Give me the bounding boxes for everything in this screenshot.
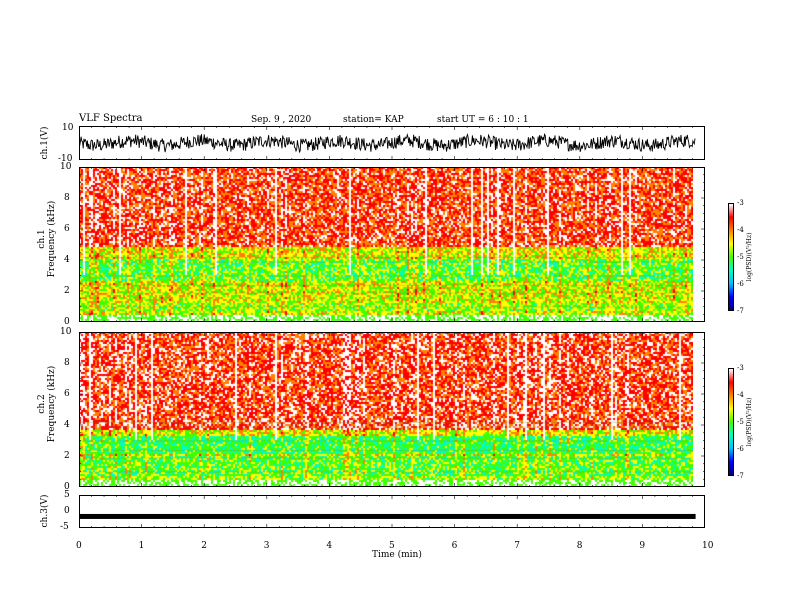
- x-tick-7: 7: [514, 541, 520, 551]
- ch1-cbar-tick-m3: -3: [737, 199, 744, 207]
- ch1-waveform-line: [79, 132, 696, 154]
- start-time-label: start UT = 6 : 10 : 1: [437, 115, 529, 125]
- x-tick-8: 8: [576, 541, 583, 551]
- x-tick-1: 1: [138, 541, 145, 551]
- ch1-waveform-plot: [79, 126, 705, 160]
- ch3-ytick-5: 5: [64, 490, 70, 500]
- ch1-ytick-8: 8: [64, 193, 70, 203]
- ch3-ylabel: ch.3(V): [40, 494, 50, 528]
- ch2-ytick-2: 2: [64, 451, 70, 461]
- x-tick-0: 0: [76, 541, 82, 551]
- figure-title: VLF Spectra: [79, 113, 143, 124]
- ch1-cbar-tick-m6: -6: [737, 280, 744, 288]
- ch2-ytick-8: 8: [64, 358, 70, 368]
- ch3-waveform-plot: [79, 495, 705, 528]
- ch1-ytick-0: 0: [64, 317, 70, 327]
- ch1-spectrogram-ticks: [79, 167, 705, 322]
- ch2-ytick-6: 6: [64, 389, 70, 399]
- station-label: station= KAP: [343, 115, 404, 125]
- x-tick-3: 3: [263, 541, 270, 551]
- x-tick-9: 9: [639, 541, 646, 551]
- ch2-ytick-10: 10: [60, 327, 72, 337]
- ch3-ytick-m5: -5: [60, 522, 69, 532]
- ch2-colorbar: [728, 368, 734, 476]
- ch2-cbar-tick-m4: -4: [737, 391, 744, 399]
- ch2-spectrogram-image: [79, 332, 693, 487]
- x-tick-4: 4: [326, 541, 333, 551]
- ch1-colorbar: [728, 203, 734, 311]
- ch2-cbar-tick-m6: -6: [737, 445, 744, 453]
- date-label: Sep. 9 , 2020: [251, 115, 312, 125]
- ch1-ytick-4: 4: [64, 255, 70, 265]
- x-tick-10: 10: [702, 541, 714, 551]
- ch2-spec-ylabel-1: ch.2: [37, 394, 47, 414]
- ch1-spec-ylabel-1: ch.1: [37, 229, 47, 249]
- ch2-cbar-tick-m3: -3: [737, 364, 744, 372]
- ch1-cbar-tick-m7: -7: [737, 307, 744, 315]
- ch1-cbar-tick-m5: -5: [737, 253, 744, 261]
- x-axis-label: Time (min): [372, 550, 422, 560]
- ch2-spec-ylabel-2: Frequency (kHz): [47, 365, 57, 443]
- ch3-ytick-0: 0: [64, 506, 70, 516]
- ch2-cbar-tick-m5: -5: [737, 418, 744, 426]
- ch1-spectrogram-image: [79, 167, 693, 322]
- ch2-ytick-4: 4: [64, 420, 70, 430]
- ch1-ytick-2: 2: [64, 286, 70, 296]
- ch2-spectrogram-ticks: [79, 332, 705, 487]
- x-tick-6: 6: [451, 541, 458, 551]
- ch1-ytick-10: 10: [60, 162, 72, 172]
- x-tick-2: 2: [201, 541, 207, 551]
- ch1-ytick-6: 6: [64, 224, 70, 234]
- ch1-cbar-label: log(PSD)(V²/Hz): [746, 232, 753, 282]
- ch3-waveform-line: [79, 513, 696, 519]
- ch2-cbar-label: log(PSD)(V²/Hz): [746, 397, 753, 447]
- ch2-ytick-0: 0: [64, 482, 70, 492]
- ch1-cbar-tick-m4: -4: [737, 226, 744, 234]
- ch1-spec-ylabel-2: Frequency (kHz): [47, 200, 57, 278]
- ch1-wave-ytick-top: 10: [62, 123, 74, 133]
- ch2-cbar-tick-m7: -7: [737, 472, 744, 480]
- ch1-wave-ylabel: ch.1(V): [40, 126, 50, 160]
- x-tick-5: 5: [389, 541, 395, 551]
- ch1-wave-ytick-bottom: -10: [58, 154, 73, 164]
